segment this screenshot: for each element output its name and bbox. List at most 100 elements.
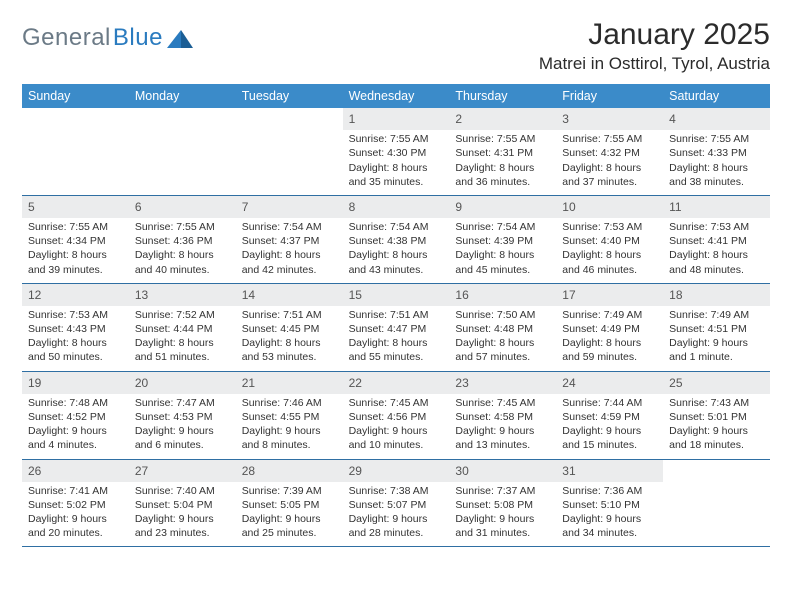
day-cell: 31Sunrise: 7:36 AMSunset: 5:10 PMDayligh… (556, 460, 663, 547)
sunset-line: Sunset: 4:32 PM (562, 146, 657, 160)
day-info: Sunrise: 7:53 AMSunset: 4:40 PMDaylight:… (556, 218, 663, 283)
d2-line: and 48 minutes. (669, 263, 764, 277)
day-number: 4 (663, 108, 770, 130)
sunrise-line: Sunrise: 7:53 AM (28, 308, 123, 322)
month-title: January 2025 (539, 18, 770, 52)
day-number: 20 (129, 372, 236, 394)
day-number: 14 (236, 284, 343, 306)
sunset-line: Sunset: 5:05 PM (242, 498, 337, 512)
day-cell: 6Sunrise: 7:55 AMSunset: 4:36 PMDaylight… (129, 196, 236, 283)
sunset-line: Sunset: 5:01 PM (669, 410, 764, 424)
sunset-line: Sunset: 4:58 PM (455, 410, 550, 424)
day-cell: 27Sunrise: 7:40 AMSunset: 5:04 PMDayligh… (129, 460, 236, 547)
sunset-line: Sunset: 4:37 PM (242, 234, 337, 248)
day-info: Sunrise: 7:54 AMSunset: 4:39 PMDaylight:… (449, 218, 556, 283)
sunrise-line: Sunrise: 7:49 AM (669, 308, 764, 322)
sunset-line: Sunset: 4:52 PM (28, 410, 123, 424)
day-info: Sunrise: 7:50 AMSunset: 4:48 PMDaylight:… (449, 306, 556, 371)
sunset-line: Sunset: 5:07 PM (349, 498, 444, 512)
day-cell: 29Sunrise: 7:38 AMSunset: 5:07 PMDayligh… (343, 460, 450, 547)
d1-line: Daylight: 9 hours (669, 336, 764, 350)
d2-line: and 38 minutes. (669, 175, 764, 189)
day-number: 27 (129, 460, 236, 482)
day-cell: 9Sunrise: 7:54 AMSunset: 4:39 PMDaylight… (449, 196, 556, 283)
sunrise-line: Sunrise: 7:54 AM (349, 220, 444, 234)
sunset-line: Sunset: 4:59 PM (562, 410, 657, 424)
sunrise-line: Sunrise: 7:36 AM (562, 484, 657, 498)
day-info: Sunrise: 7:55 AMSunset: 4:32 PMDaylight:… (556, 130, 663, 195)
brand-name-1: General (22, 24, 111, 52)
d1-line: Daylight: 9 hours (242, 424, 337, 438)
day-number: 10 (556, 196, 663, 218)
brand-name-2: Blue (113, 24, 163, 52)
d2-line: and 37 minutes. (562, 175, 657, 189)
sunset-line: Sunset: 4:51 PM (669, 322, 764, 336)
d1-line: Daylight: 8 hours (669, 248, 764, 262)
day-info: Sunrise: 7:43 AMSunset: 5:01 PMDaylight:… (663, 394, 770, 459)
d2-line: and 34 minutes. (562, 526, 657, 540)
sunset-line: Sunset: 5:10 PM (562, 498, 657, 512)
sunrise-line: Sunrise: 7:39 AM (242, 484, 337, 498)
day-number: 23 (449, 372, 556, 394)
sunset-line: Sunset: 4:31 PM (455, 146, 550, 160)
d2-line: and 10 minutes. (349, 438, 444, 452)
title-block: January 2025 Matrei in Osttirol, Tyrol, … (539, 18, 770, 74)
sunrise-line: Sunrise: 7:47 AM (135, 396, 230, 410)
day-of-week-cell: Monday (129, 84, 236, 108)
d2-line: and 20 minutes. (28, 526, 123, 540)
week-row: 5Sunrise: 7:55 AMSunset: 4:34 PMDaylight… (22, 196, 770, 284)
sunset-line: Sunset: 4:55 PM (242, 410, 337, 424)
sunset-line: Sunset: 4:49 PM (562, 322, 657, 336)
sunset-line: Sunset: 4:53 PM (135, 410, 230, 424)
sunrise-line: Sunrise: 7:53 AM (669, 220, 764, 234)
day-cell: 23Sunrise: 7:45 AMSunset: 4:58 PMDayligh… (449, 372, 556, 459)
day-of-week-cell: Tuesday (236, 84, 343, 108)
day-of-week-cell: Sunday (22, 84, 129, 108)
day-number: 2 (449, 108, 556, 130)
day-number: 25 (663, 372, 770, 394)
sunset-line: Sunset: 4:36 PM (135, 234, 230, 248)
day-info: Sunrise: 7:54 AMSunset: 4:37 PMDaylight:… (236, 218, 343, 283)
day-info: Sunrise: 7:45 AMSunset: 4:56 PMDaylight:… (343, 394, 450, 459)
d1-line: Daylight: 9 hours (135, 512, 230, 526)
d1-line: Daylight: 8 hours (562, 336, 657, 350)
d2-line: and 31 minutes. (455, 526, 550, 540)
day-number: 7 (236, 196, 343, 218)
sunrise-line: Sunrise: 7:50 AM (455, 308, 550, 322)
header-row: GeneralBlue January 2025 Matrei in Ostti… (22, 18, 770, 74)
empty-cell (236, 108, 343, 195)
day-cell: 11Sunrise: 7:53 AMSunset: 4:41 PMDayligh… (663, 196, 770, 283)
d2-line: and 23 minutes. (135, 526, 230, 540)
d1-line: Daylight: 8 hours (669, 161, 764, 175)
empty-cell (22, 108, 129, 195)
day-cell: 2Sunrise: 7:55 AMSunset: 4:31 PMDaylight… (449, 108, 556, 195)
sunset-line: Sunset: 4:34 PM (28, 234, 123, 248)
sunset-line: Sunset: 4:39 PM (455, 234, 550, 248)
week-row: 19Sunrise: 7:48 AMSunset: 4:52 PMDayligh… (22, 372, 770, 460)
week-row: 12Sunrise: 7:53 AMSunset: 4:43 PMDayligh… (22, 284, 770, 372)
day-info: Sunrise: 7:55 AMSunset: 4:34 PMDaylight:… (22, 218, 129, 283)
day-number: 13 (129, 284, 236, 306)
calendar-page: GeneralBlue January 2025 Matrei in Ostti… (0, 0, 792, 612)
day-number: 9 (449, 196, 556, 218)
d2-line: and 45 minutes. (455, 263, 550, 277)
d1-line: Daylight: 9 hours (349, 512, 444, 526)
day-info: Sunrise: 7:51 AMSunset: 4:45 PMDaylight:… (236, 306, 343, 371)
sunset-line: Sunset: 4:38 PM (349, 234, 444, 248)
brand-logo: GeneralBlue (22, 18, 195, 52)
day-info: Sunrise: 7:48 AMSunset: 4:52 PMDaylight:… (22, 394, 129, 459)
d1-line: Daylight: 8 hours (562, 161, 657, 175)
d2-line: and 42 minutes. (242, 263, 337, 277)
week-row: 26Sunrise: 7:41 AMSunset: 5:02 PMDayligh… (22, 460, 770, 548)
calendar-grid: SundayMondayTuesdayWednesdayThursdayFrid… (22, 84, 770, 547)
day-info: Sunrise: 7:44 AMSunset: 4:59 PMDaylight:… (556, 394, 663, 459)
d2-line: and 50 minutes. (28, 350, 123, 364)
day-number: 24 (556, 372, 663, 394)
d2-line: and 57 minutes. (455, 350, 550, 364)
day-info: Sunrise: 7:51 AMSunset: 4:47 PMDaylight:… (343, 306, 450, 371)
sunset-line: Sunset: 4:56 PM (349, 410, 444, 424)
day-cell: 10Sunrise: 7:53 AMSunset: 4:40 PMDayligh… (556, 196, 663, 283)
location-subtitle: Matrei in Osttirol, Tyrol, Austria (539, 54, 770, 74)
sunrise-line: Sunrise: 7:43 AM (669, 396, 764, 410)
sunrise-line: Sunrise: 7:41 AM (28, 484, 123, 498)
